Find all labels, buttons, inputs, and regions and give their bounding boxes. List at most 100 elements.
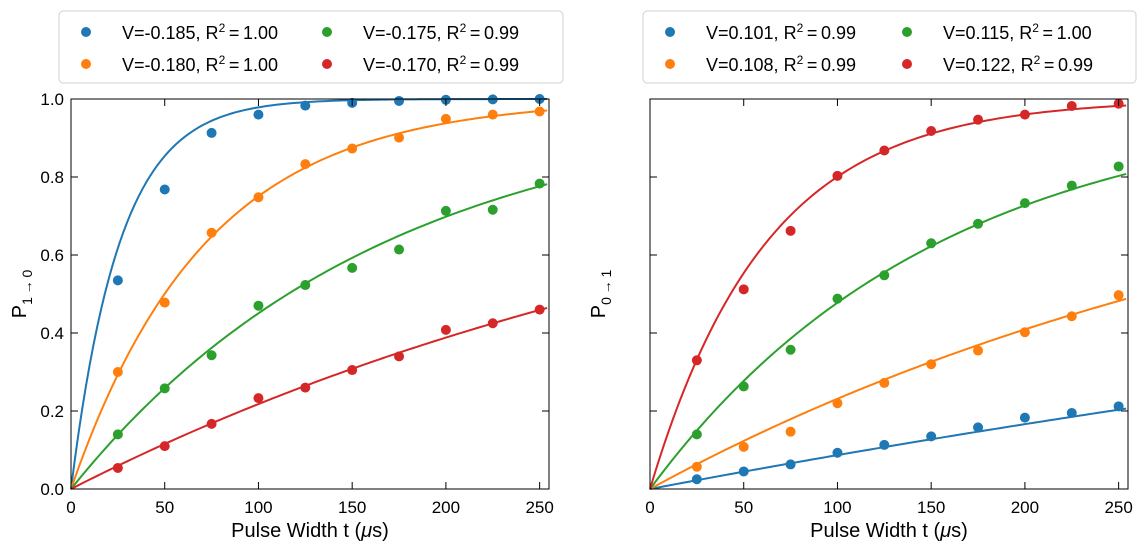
fit-line-right-1 xyxy=(649,297,1127,490)
data-point-right-0-7 xyxy=(1019,412,1030,423)
data-point-right-0-1 xyxy=(738,466,749,477)
fit-line-right-0 xyxy=(649,407,1127,490)
x-tick-label-left-0: 0 xyxy=(66,498,75,517)
y-axis-label-right: P0 → 1 xyxy=(588,270,614,319)
x-tick-label-right-2: 100 xyxy=(823,498,851,517)
data-point-right-2-1 xyxy=(738,381,749,392)
data-point-left-2-6 xyxy=(394,244,405,255)
data-point-right-2-6 xyxy=(973,218,984,229)
data-point-right-3-2 xyxy=(785,225,796,236)
data-point-right-2-3 xyxy=(832,293,843,304)
legend-marker-left-0 xyxy=(81,27,91,37)
legend-item-left-2: V=-0.175, R2 = 0.99 xyxy=(322,21,519,43)
data-point-right-3-0 xyxy=(691,355,702,366)
data-point-left-3-8 xyxy=(487,318,498,329)
data-point-right-2-9 xyxy=(1113,161,1124,172)
data-point-right-0-4 xyxy=(879,439,890,450)
legend-frame-right xyxy=(642,10,1137,84)
y-tick-label-left-5: 1.0 xyxy=(40,90,64,109)
data-point-right-0-0 xyxy=(691,474,702,485)
data-point-right-2-7 xyxy=(1019,198,1030,209)
data-point-left-3-2 xyxy=(206,418,217,429)
fit-line-right-3 xyxy=(649,104,1127,490)
legend-frame-left xyxy=(58,10,564,84)
data-point-left-3-0 xyxy=(112,462,123,473)
data-point-right-3-5 xyxy=(926,125,937,136)
data-point-left-2-8 xyxy=(487,204,498,215)
legend-item-left-3: V=-0.170, R2 = 0.99 xyxy=(322,53,519,75)
data-point-right-3-4 xyxy=(879,145,890,156)
data-point-left-2-5 xyxy=(347,262,358,273)
data-point-right-0-6 xyxy=(973,422,984,433)
data-point-left-1-9 xyxy=(534,106,545,117)
x-tick-label-left-2: 100 xyxy=(244,498,272,517)
legend-label-left-0: V=-0.185, R2 = 1.00 xyxy=(122,21,278,43)
data-point-left-0-2 xyxy=(206,127,217,138)
data-point-left-0-4 xyxy=(300,100,311,111)
data-point-left-1-0 xyxy=(112,367,123,377)
data-point-right-3-7 xyxy=(1019,109,1030,120)
data-point-left-3-4 xyxy=(300,382,311,393)
data-point-left-3-7 xyxy=(440,324,451,335)
legend-label-left-2: V=-0.175, R2 = 0.99 xyxy=(363,21,519,43)
fit-line-left-0 xyxy=(70,98,548,490)
data-point-right-2-5 xyxy=(926,238,937,249)
data-point-right-1-9 xyxy=(1113,290,1124,301)
legend-label-left-1: V=-0.180, R2 = 1.00 xyxy=(122,53,278,75)
y-axis-label-left: P1 → 0 xyxy=(9,270,35,319)
x-tick-label-right-3: 150 xyxy=(917,498,945,517)
legend-item-right-1: V=0.108, R2 = 0.99 xyxy=(665,53,856,75)
y-tick-label-left-1: 0.2 xyxy=(40,402,64,421)
legend-marker-left-1 xyxy=(81,59,91,69)
x-tick-label-left-5: 250 xyxy=(525,498,553,517)
data-point-right-1-0 xyxy=(691,461,702,472)
data-point-left-0-0 xyxy=(112,275,123,286)
data-point-right-1-4 xyxy=(879,377,890,388)
x-axis-label-left: Pulse Width t (μs) xyxy=(231,520,389,542)
x-tick-label-right-1: 50 xyxy=(734,498,753,517)
x-tick-label-left-1: 50 xyxy=(155,498,174,517)
data-point-right-1-3 xyxy=(832,398,843,409)
y-tick-label-left-3: 0.6 xyxy=(40,246,64,265)
y-tick-label-left-2: 0.4 xyxy=(40,324,64,343)
legend-right: V=0.101, R2 = 0.99 V=0.108, R2 = 0.99 V=0.… xyxy=(642,10,1137,84)
data-point-left-1-8 xyxy=(487,109,498,120)
legend-marker-left-2 xyxy=(322,27,332,37)
y-tick-label-left-0: 0.0 xyxy=(40,480,64,499)
data-point-left-0-3 xyxy=(253,109,264,120)
legend-label-right-1: V=0.108, R2 = 0.99 xyxy=(706,53,856,75)
legend-label-left-3: V=-0.170, R2 = 0.99 xyxy=(363,53,519,75)
legend-marker-left-3 xyxy=(322,59,332,69)
data-point-right-2-2 xyxy=(785,344,796,355)
x-tick-label-left-4: 200 xyxy=(432,498,460,517)
data-point-left-1-6 xyxy=(394,132,405,143)
x-tick-label-right-4: 200 xyxy=(1011,498,1039,517)
x-tick-label-left-3: 150 xyxy=(338,498,366,517)
data-point-right-1-2 xyxy=(785,426,796,437)
data-point-right-0-3 xyxy=(832,447,843,458)
legend-item-right-0: V=0.101, R2 = 0.99 xyxy=(665,21,856,43)
legend-left: V=-0.185, R2 = 1.00 V=-0.180, R2 = 1.00 V=… xyxy=(58,10,564,84)
axes-frame-left xyxy=(70,98,550,490)
data-point-left-2-3 xyxy=(253,300,264,311)
legend-item-right-2: V=0.115, R2 = 1.00 xyxy=(902,21,1092,43)
x-axis-label-right: Pulse Width t (μs) xyxy=(810,520,968,542)
data-point-right-0-9 xyxy=(1113,401,1124,412)
data-point-left-3-1 xyxy=(159,441,170,452)
data-point-right-3-6 xyxy=(973,114,984,125)
legend-marker-right-0 xyxy=(665,27,675,37)
x-tick-label-right-5: 250 xyxy=(1104,498,1132,517)
fit-line-right-2 xyxy=(649,172,1127,490)
data-point-right-3-1 xyxy=(738,284,749,295)
data-point-right-0-2 xyxy=(785,459,796,470)
data-point-left-1-7 xyxy=(440,113,451,124)
data-point-left-2-9 xyxy=(534,178,545,189)
data-point-left-3-3 xyxy=(253,393,264,404)
fit-line-left-3 xyxy=(70,306,548,490)
data-point-left-1-2 xyxy=(206,227,217,238)
data-point-right-0-8 xyxy=(1066,407,1077,418)
data-point-left-3-6 xyxy=(394,351,405,362)
legend-marker-right-1 xyxy=(665,59,675,69)
data-point-right-1-1 xyxy=(738,441,749,452)
data-point-right-2-0 xyxy=(691,429,702,440)
